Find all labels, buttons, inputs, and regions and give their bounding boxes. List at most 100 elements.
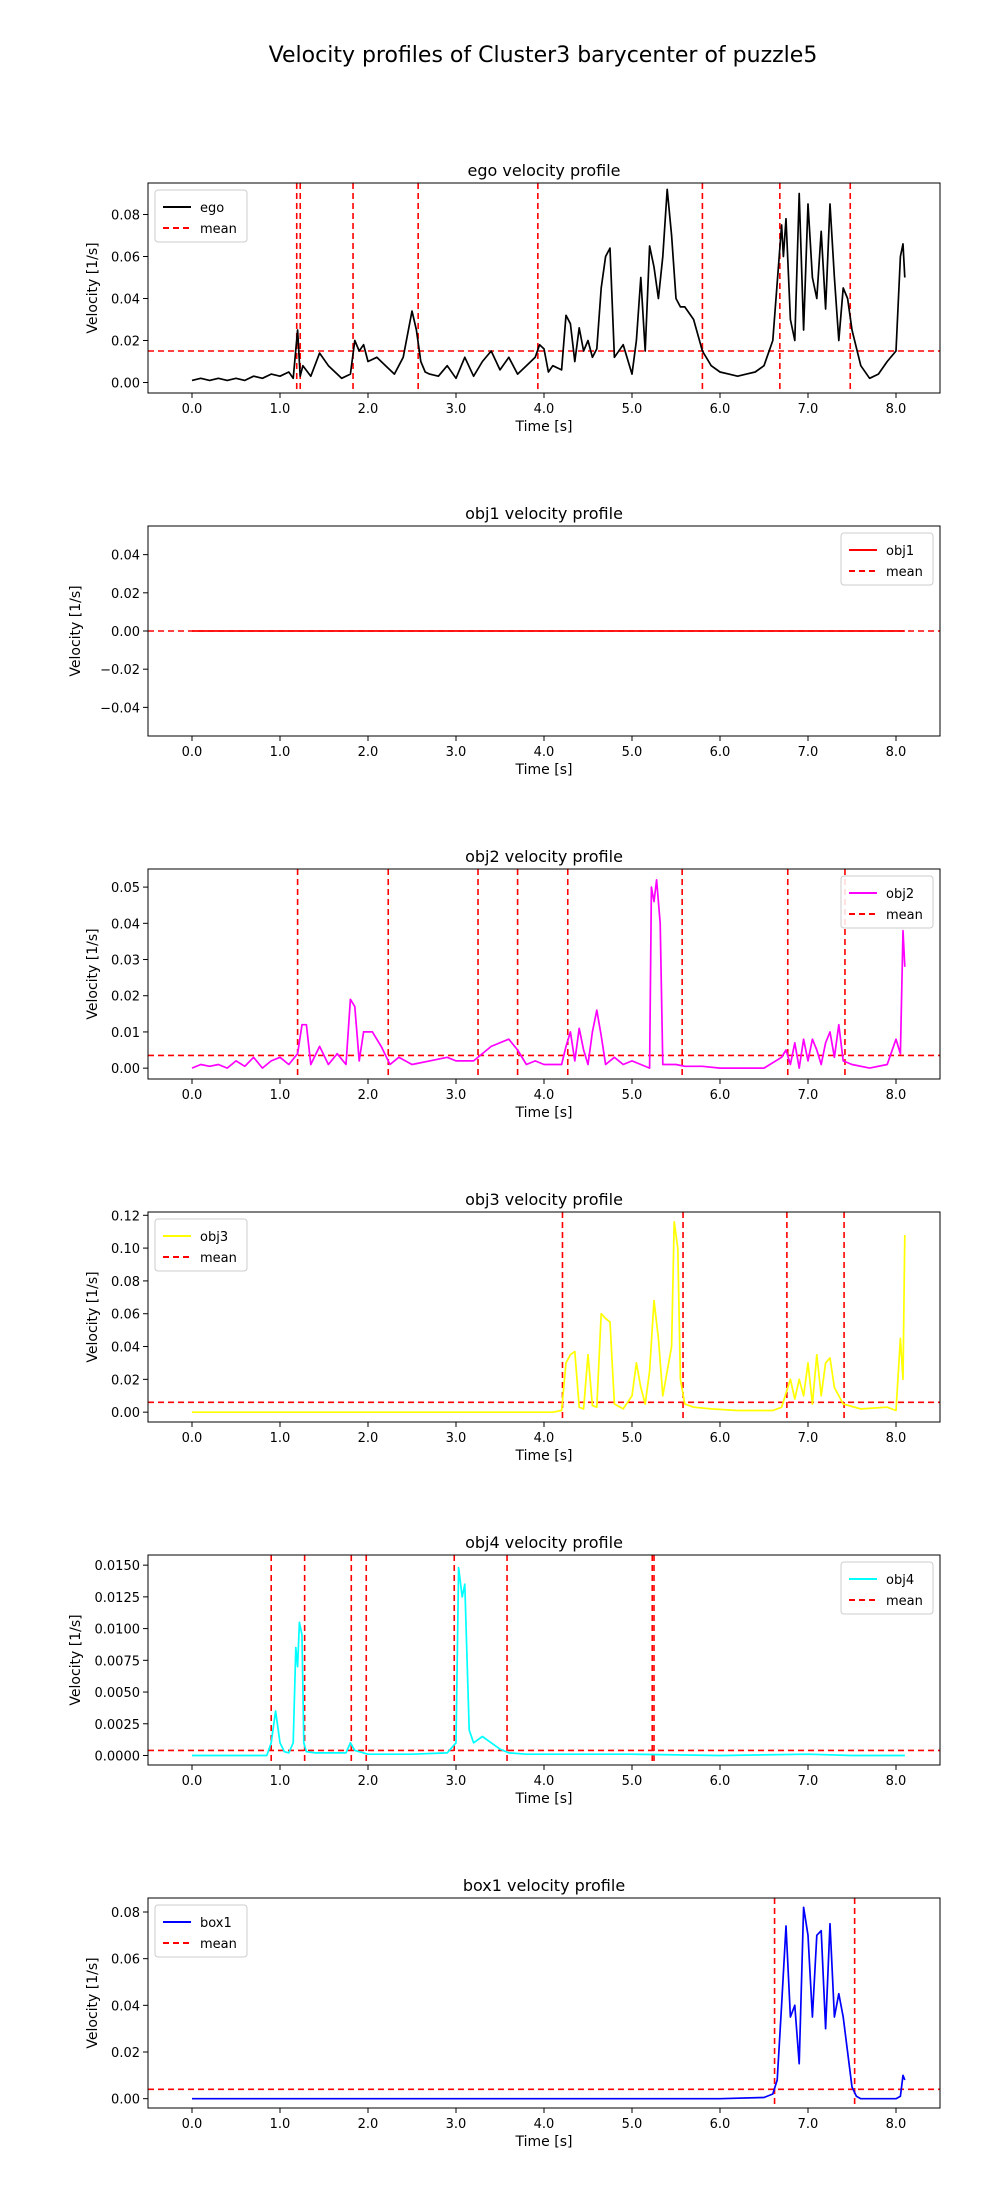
y-tick-label: 0.06 <box>111 251 140 266</box>
y-tick-label: 0.0025 <box>95 1718 141 1733</box>
y-axis-label: Velocity [1/s] <box>85 928 101 1019</box>
x-axis-label: Time [s] <box>515 2134 573 2150</box>
legend-label: mean <box>200 1937 237 1952</box>
y-tick-label: 0.08 <box>111 1275 140 1290</box>
y-tick-label: 0.06 <box>111 1308 140 1323</box>
legend-label: ego <box>200 201 224 216</box>
legend-label: mean <box>200 222 237 237</box>
x-tick-label: 5.0 <box>622 745 643 760</box>
x-tick-label: 4.0 <box>534 402 555 417</box>
legend: box1 mean <box>154 1904 248 1958</box>
series-line-box1 <box>192 1906 906 2100</box>
x-axis-label: Time [s] <box>515 419 573 435</box>
y-tick-label: 0.0150 <box>95 1559 141 1574</box>
y-tick-label: 0.0125 <box>95 1591 141 1606</box>
x-tick-label: 4.0 <box>534 1774 555 1789</box>
legend: ego mean <box>154 189 248 243</box>
y-tick-label: 0.00 <box>111 377 140 392</box>
y-tick-label: 0.08 <box>111 209 140 224</box>
plot-area <box>148 1898 940 2108</box>
subplot-title: obj2 velocity profile <box>465 847 623 866</box>
legend-label: mean <box>200 1251 237 1266</box>
x-tick-label: 3.0 <box>446 1088 467 1103</box>
legend-label: box1 <box>200 1916 232 1931</box>
y-tick-label: 0.03 <box>111 954 140 969</box>
y-tick-label: 0.05 <box>111 881 140 896</box>
x-tick-label: 6.0 <box>710 402 731 417</box>
legend: obj4 mean <box>840 1561 934 1615</box>
subplot-2: obj1 velocity profile 0.0 1.0 2.0 3.0 4.0 5.0 6… <box>68 504 941 778</box>
x-tick-label: 1.0 <box>270 1774 291 1789</box>
legend-label: obj3 <box>200 1230 228 1245</box>
plot-area <box>148 183 940 393</box>
x-tick-label: 2.0 <box>358 745 379 760</box>
y-tick-label: 0.04 <box>111 1341 140 1356</box>
y-tick-label: −0.04 <box>100 701 140 716</box>
x-tick-label: 2.0 <box>358 2117 379 2132</box>
x-tick-label: 0.0 <box>182 1431 203 1446</box>
plot-area <box>148 869 940 1079</box>
y-tick-label: 0.0050 <box>95 1686 141 1701</box>
y-tick-label: 0.04 <box>111 917 140 932</box>
x-tick-label: 8.0 <box>886 745 907 760</box>
x-tick-label: 0.0 <box>182 1774 203 1789</box>
x-tick-label: 8.0 <box>886 1431 907 1446</box>
x-tick-label: 3.0 <box>446 2117 467 2132</box>
y-tick-label: 0.00 <box>111 1062 140 1077</box>
subplot-title: box1 velocity profile <box>463 1876 625 1895</box>
subplot-3: obj2 velocity profile 0.0 1.0 2.0 3.0 4.0 5.0 6… <box>85 847 941 1121</box>
y-tick-label: 0.04 <box>111 549 140 564</box>
x-tick-label: 4.0 <box>534 2117 555 2132</box>
x-tick-label: 2.0 <box>358 1431 379 1446</box>
legend: obj2 mean <box>840 875 934 929</box>
y-tick-label: 0.10 <box>111 1242 140 1257</box>
y-tick-label: 0.00 <box>111 1406 140 1421</box>
series-line-obj3 <box>192 1220 906 1414</box>
x-tick-label: 7.0 <box>798 402 819 417</box>
x-tick-label: 6.0 <box>710 1431 731 1446</box>
subplot-title: ego velocity profile <box>467 161 620 180</box>
y-tick-label: 0.02 <box>111 335 140 350</box>
x-tick-label: 6.0 <box>710 2117 731 2132</box>
y-tick-label: 0.02 <box>111 1373 140 1388</box>
subplot-6: box1 velocity profile 0.0 1.0 2.0 3.0 4.0 5.0 6… <box>85 1876 941 2150</box>
x-tick-label: 1.0 <box>270 1431 291 1446</box>
subplot-4: obj3 velocity profile 0.0 1.0 2.0 3.0 4.0 5.0 6… <box>85 1190 941 1464</box>
x-tick-label: 1.0 <box>270 745 291 760</box>
legend-label: mean <box>886 565 923 580</box>
x-tick-label: 6.0 <box>710 1088 731 1103</box>
x-tick-label: 4.0 <box>534 1431 555 1446</box>
x-tick-label: 8.0 <box>886 1088 907 1103</box>
x-tick-label: 1.0 <box>270 1088 291 1103</box>
x-axis-label: Time [s] <box>515 762 573 778</box>
y-tick-label: 0.0075 <box>95 1654 141 1669</box>
y-tick-label: 0.00 <box>111 2093 140 2108</box>
series-line-obj2 <box>191 879 906 1069</box>
y-axis-label: Velocity [1/s] <box>85 242 101 333</box>
x-tick-label: 6.0 <box>710 745 731 760</box>
subplot-5: obj4 velocity profile 0.0 1.0 2.0 3.0 4.0 5.0 6… <box>68 1533 941 1807</box>
x-tick-label: 7.0 <box>798 1088 819 1103</box>
y-tick-label: 0.0000 <box>95 1749 141 1764</box>
subplot-title: obj3 velocity profile <box>465 1190 623 1209</box>
x-tick-label: 0.0 <box>182 745 203 760</box>
x-tick-label: 2.0 <box>358 1088 379 1103</box>
x-tick-label: 3.0 <box>446 1431 467 1446</box>
x-tick-label: 8.0 <box>886 2117 907 2132</box>
x-tick-label: 3.0 <box>446 745 467 760</box>
x-tick-label: 4.0 <box>534 745 555 760</box>
y-axis-label: Velocity [1/s] <box>68 1614 84 1705</box>
x-tick-label: 7.0 <box>798 2117 819 2132</box>
x-tick-label: 5.0 <box>622 1088 643 1103</box>
y-tick-label: 0.04 <box>111 293 140 308</box>
x-tick-label: 0.0 <box>182 402 203 417</box>
x-tick-label: 4.0 <box>534 1088 555 1103</box>
x-tick-label: 2.0 <box>358 1774 379 1789</box>
y-tick-label: 0.12 <box>111 1209 140 1224</box>
x-axis-label: Time [s] <box>515 1448 573 1464</box>
x-tick-label: 7.0 <box>798 1774 819 1789</box>
x-axis-label: Time [s] <box>515 1105 573 1121</box>
x-tick-label: 8.0 <box>886 402 907 417</box>
x-tick-label: 2.0 <box>358 402 379 417</box>
